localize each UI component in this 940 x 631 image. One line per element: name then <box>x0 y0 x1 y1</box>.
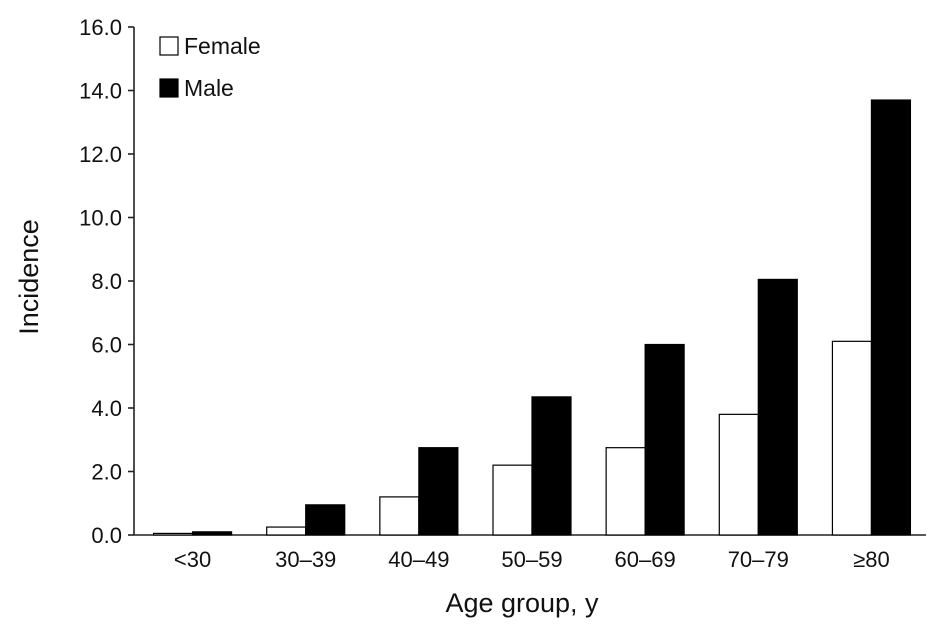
y-tick-label: 8.0 <box>91 269 122 294</box>
male-bar <box>305 504 346 536</box>
y-axis-label: Incidence <box>14 219 44 335</box>
y-tick-label: 12.0 <box>79 142 122 167</box>
male-bar <box>870 99 912 536</box>
y-tick-label: 4.0 <box>91 396 122 421</box>
female-bar <box>605 447 646 536</box>
y-tick-label: 0.0 <box>91 523 122 548</box>
legend-swatch-male <box>159 78 179 98</box>
x-axis-label: Age group, y <box>445 588 599 618</box>
legend-swatch-female <box>159 36 179 56</box>
male-bar <box>757 278 798 536</box>
female-bar <box>152 532 194 536</box>
x-tick-label: 50–59 <box>501 547 562 572</box>
legend-label-female: Female <box>184 33 261 59</box>
male-bar <box>418 447 459 536</box>
female-bar <box>492 464 533 536</box>
bars <box>152 99 912 536</box>
x-tick-label: <30 <box>174 547 211 572</box>
y-tick-label: 10.0 <box>79 206 122 231</box>
female-bar <box>831 340 873 536</box>
male-bar <box>191 531 233 536</box>
y-tick-label: 16.0 <box>79 15 122 40</box>
y-tick-label: 6.0 <box>91 333 122 358</box>
female-bar <box>718 413 759 536</box>
female-bar <box>379 496 420 536</box>
axes: 0.0 2.0 4.0 6.0 8.0 10.0 12.0 14.0 16.0 <30 30–39 4… <box>79 15 926 572</box>
male-bar <box>644 343 685 536</box>
x-tick-label: 40–49 <box>388 547 449 572</box>
legend: Female Male <box>159 33 261 101</box>
x-tick-label: 70–79 <box>728 547 789 572</box>
y-tick-label: 2.0 <box>91 460 122 485</box>
x-tick-label: ≥80 <box>853 547 890 572</box>
female-bar <box>266 526 307 536</box>
male-bar <box>531 396 572 536</box>
y-tick-label: 14.0 <box>79 79 122 104</box>
x-tick-label: 30–39 <box>275 547 336 572</box>
legend-label-male: Male <box>184 75 234 101</box>
x-tick-label: 60–69 <box>615 547 676 572</box>
